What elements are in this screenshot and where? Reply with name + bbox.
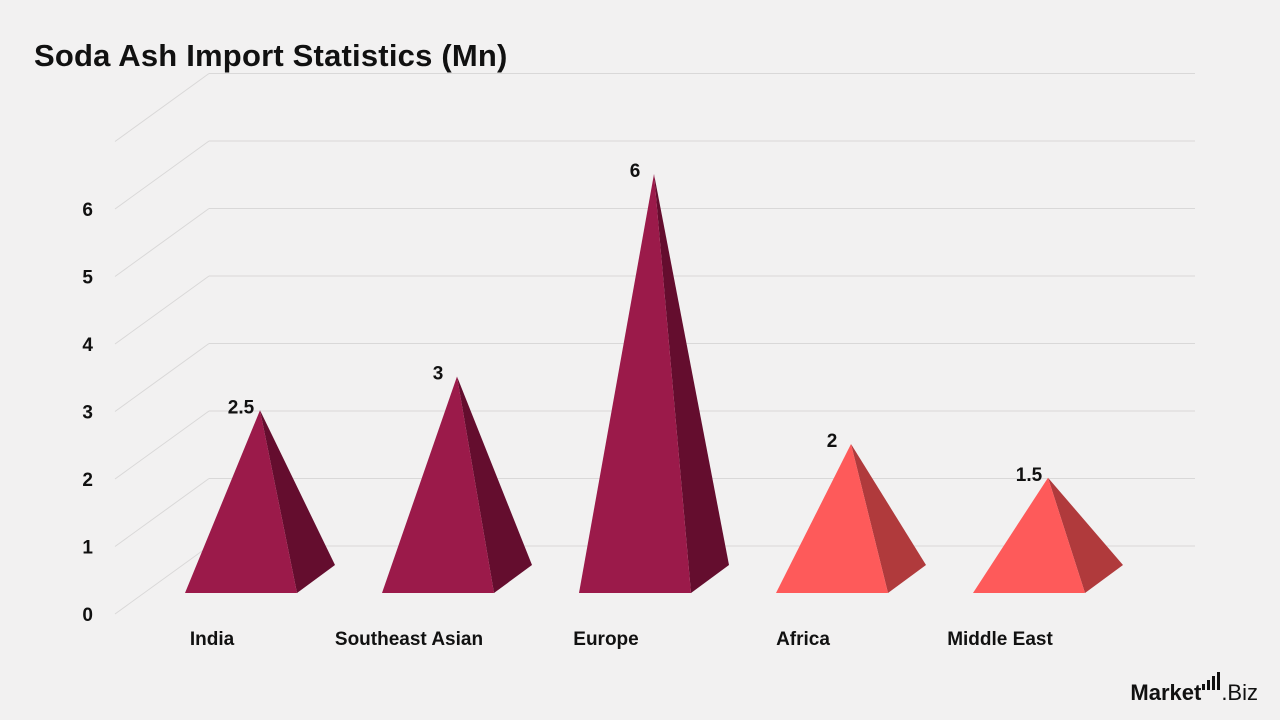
brand-logo: Market .Biz (1130, 672, 1258, 706)
x-tick-label: Europe (573, 629, 638, 650)
chart-title: Soda Ash Import Statistics (Mn) (34, 38, 508, 73)
logo-tld: .Biz (1221, 680, 1258, 705)
bar-front-face (382, 376, 494, 593)
y-tick-label: 1 (82, 538, 93, 559)
grid-line-diagonal (114, 545, 210, 615)
y-tick-label: 2 (82, 470, 93, 491)
y-tick-label: 3 (82, 403, 93, 424)
bar (579, 174, 729, 593)
y-tick-label: 4 (82, 335, 93, 356)
bar (185, 410, 335, 593)
logo-bars-icon (1202, 672, 1221, 690)
bar-side-face (654, 174, 729, 593)
bar-side-face (1048, 477, 1123, 593)
grid-line-diagonal (114, 478, 210, 547)
bar-front-face (776, 444, 888, 593)
data-labels: 2.5 3 6 2 1.5 (228, 161, 1043, 486)
grid-line-diagonal (114, 140, 210, 210)
bar-side-face (260, 410, 335, 593)
grid-line-diagonal (114, 208, 210, 277)
logo-brand: Market (1130, 680, 1202, 705)
grid-line-diagonal (114, 410, 210, 480)
bar (776, 444, 926, 593)
x-tick-label: India (190, 629, 235, 650)
data-label: 2 (827, 431, 838, 452)
y-tick-label: 0 (82, 605, 93, 626)
y-axis: 0 1 2 3 4 5 6 (82, 200, 93, 626)
grid-line-diagonal (114, 73, 210, 142)
grid-line-diagonal (114, 275, 210, 345)
data-label: 3 (433, 364, 444, 385)
x-tick-label: Southeast Asian (335, 629, 483, 650)
y-tick-label: 6 (82, 200, 93, 221)
bar (382, 376, 532, 593)
bars (185, 174, 1123, 593)
grid-line-diagonal (114, 343, 210, 412)
y-tick-label: 5 (82, 268, 93, 289)
bar-front-face (973, 477, 1085, 593)
bar-front-face (185, 410, 297, 593)
bar-side-face (457, 376, 532, 593)
bar-front-face (579, 174, 691, 593)
x-tick-label: Middle East (947, 629, 1053, 650)
bar-side-face (851, 444, 926, 593)
bar (973, 477, 1123, 593)
data-label: 6 (630, 161, 641, 182)
data-label: 2.5 (228, 397, 255, 418)
data-label: 1.5 (1016, 465, 1043, 486)
x-axis: India Southeast Asian Europe Africa Middle E… (190, 629, 1054, 650)
x-tick-label: Africa (776, 629, 830, 650)
